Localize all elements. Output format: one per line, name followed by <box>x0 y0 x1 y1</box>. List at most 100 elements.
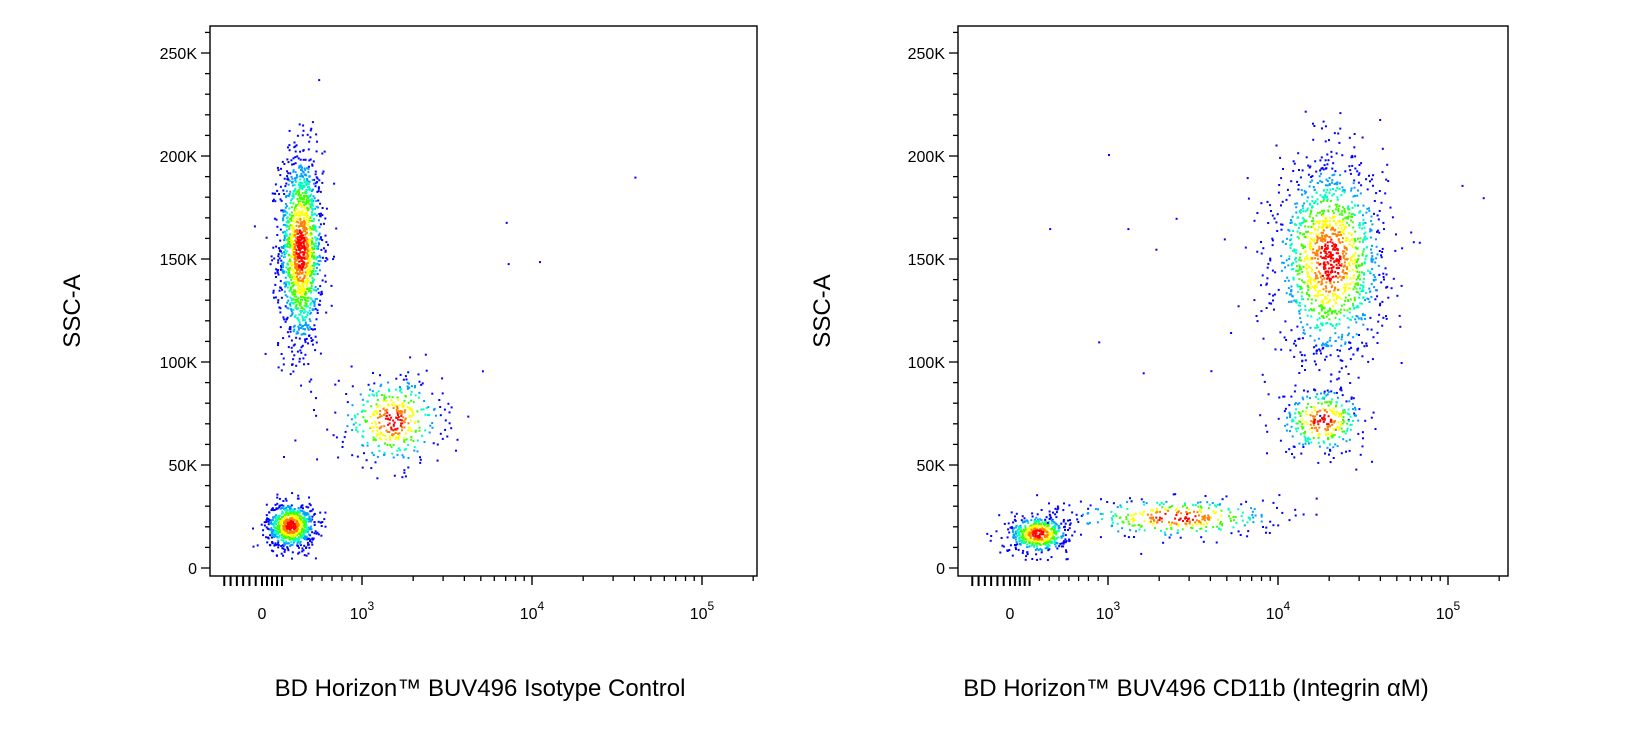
data-point <box>1295 206 1298 209</box>
data-point <box>364 410 367 413</box>
data-point <box>1361 227 1364 230</box>
data-point <box>300 175 302 178</box>
data-point <box>1006 549 1009 552</box>
data-point <box>1348 311 1351 314</box>
data-point <box>1271 239 1274 242</box>
data-point <box>1287 287 1290 290</box>
data-point <box>1290 290 1293 293</box>
data-point <box>1018 536 1021 539</box>
data-point <box>1332 188 1334 191</box>
data-point <box>1297 237 1300 240</box>
data-point <box>1066 558 1069 561</box>
data-point <box>355 429 358 431</box>
data-point <box>1338 370 1341 373</box>
data-point <box>1302 398 1305 401</box>
data-point <box>1337 355 1340 358</box>
data-point <box>311 247 314 250</box>
data-point <box>1348 165 1351 168</box>
data-point <box>1311 257 1314 260</box>
data-point <box>1349 283 1352 285</box>
data-point <box>1298 258 1301 261</box>
data-point <box>283 456 285 458</box>
data-point <box>1299 317 1302 320</box>
data-point <box>325 257 328 259</box>
data-point <box>281 518 284 521</box>
data-point <box>1340 212 1343 215</box>
data-point <box>1336 187 1339 189</box>
data-point <box>317 206 320 209</box>
data-point <box>1277 288 1280 291</box>
data-point <box>1347 232 1350 235</box>
data-point <box>291 543 294 546</box>
data-point <box>309 158 312 161</box>
data-point <box>1261 373 1264 376</box>
data-point <box>315 176 318 179</box>
data-point <box>293 324 296 327</box>
data-point <box>1010 511 1013 514</box>
data-point <box>298 185 301 188</box>
data-point <box>319 352 322 355</box>
data-point <box>297 511 300 514</box>
data-point <box>1056 508 1059 511</box>
data-point <box>1337 252 1339 255</box>
data-point <box>1299 420 1302 423</box>
data-point <box>1288 448 1291 451</box>
data-point <box>446 435 449 438</box>
data-point <box>1029 535 1032 538</box>
data-point <box>295 537 298 540</box>
data-point <box>1324 221 1327 224</box>
data-point <box>292 196 295 199</box>
data-point <box>301 245 304 248</box>
data-point <box>321 279 324 282</box>
data-point <box>1321 240 1324 243</box>
data-point <box>307 255 310 258</box>
data-point <box>1385 315 1387 318</box>
data-point <box>1064 541 1067 544</box>
data-point <box>333 182 336 185</box>
data-point <box>1259 414 1262 417</box>
data-point <box>1308 266 1310 268</box>
data-point <box>284 531 287 534</box>
data-point <box>286 529 288 532</box>
data-point <box>268 511 271 514</box>
data-point <box>1312 352 1315 355</box>
data-point <box>294 187 297 190</box>
data-point <box>1322 418 1325 421</box>
data-point <box>1303 233 1305 235</box>
data-point <box>304 524 307 526</box>
data-point <box>1319 294 1322 296</box>
data-point <box>1312 417 1315 420</box>
data-point <box>1039 518 1041 521</box>
data-point <box>1354 406 1356 409</box>
data-point <box>1281 200 1284 203</box>
data-point <box>1334 414 1337 417</box>
data-point <box>1296 202 1299 205</box>
data-point <box>1036 558 1038 561</box>
data-point <box>1367 360 1370 363</box>
data-point <box>1030 519 1033 522</box>
data-point <box>1348 307 1351 310</box>
data-point <box>1055 523 1058 526</box>
data-point <box>1348 341 1351 344</box>
data-point <box>1302 329 1305 332</box>
data-point <box>310 291 313 294</box>
data-point <box>1337 220 1340 223</box>
data-point <box>304 191 307 194</box>
data-point <box>388 388 390 391</box>
data-point <box>293 233 295 236</box>
data-point <box>1356 170 1359 173</box>
data-point <box>1334 243 1337 246</box>
data-point <box>1040 548 1043 551</box>
data-point <box>288 207 291 210</box>
data-point <box>298 320 301 323</box>
data-point <box>301 550 304 553</box>
data-point <box>1029 536 1032 539</box>
data-point <box>1298 264 1301 267</box>
data-point <box>1316 254 1319 257</box>
data-point <box>1348 438 1351 441</box>
data-point <box>273 522 276 525</box>
data-point <box>1336 411 1339 414</box>
data-point <box>369 415 372 418</box>
data-point <box>289 259 292 262</box>
data-point <box>1298 256 1301 259</box>
